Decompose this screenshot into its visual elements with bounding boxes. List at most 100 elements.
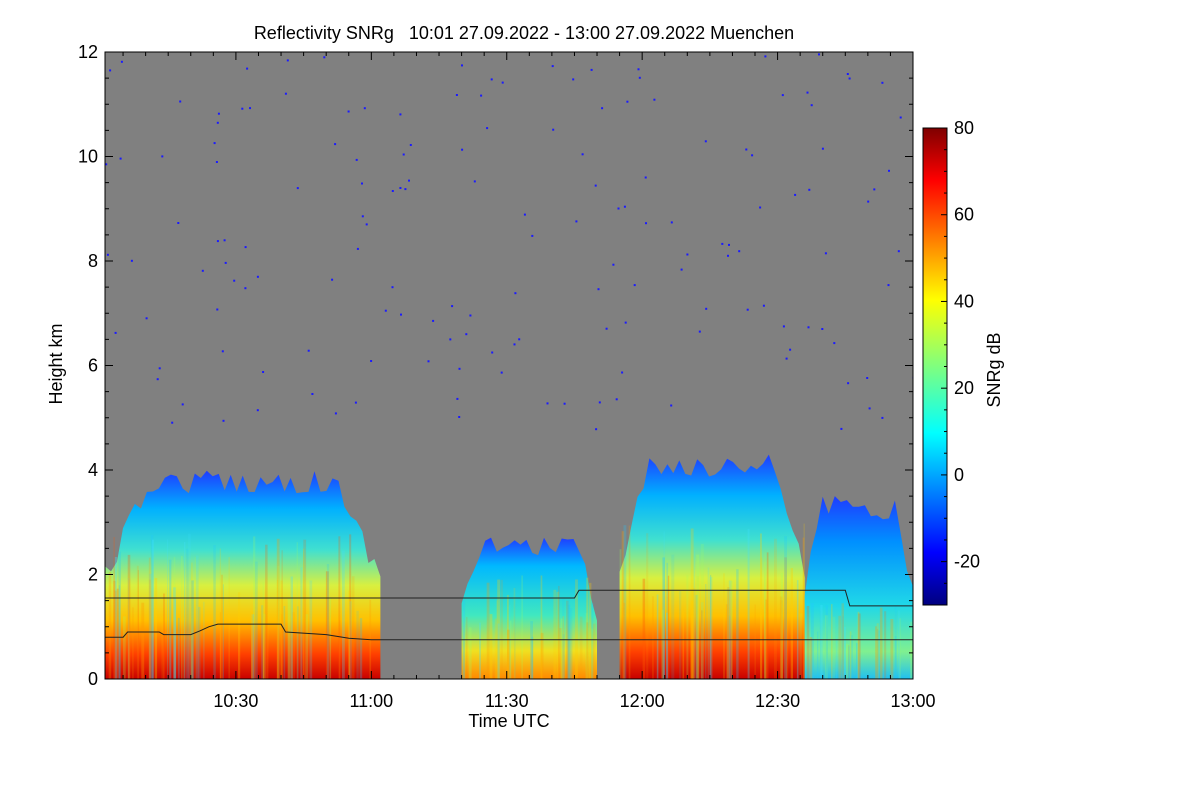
noise-speckle (847, 382, 850, 385)
noise-speckle (818, 53, 820, 56)
echo-streak (667, 575, 670, 679)
echo-streak (277, 565, 280, 679)
echo-streak (196, 555, 199, 679)
colorbar (922, 127, 948, 606)
noise-speckle (244, 246, 247, 249)
echo-streak (727, 587, 730, 679)
echo-streak (530, 621, 533, 679)
echo-streak (709, 576, 713, 679)
echo-streak (780, 572, 783, 679)
noise-speckle (461, 148, 464, 151)
echo-streak (591, 628, 594, 679)
noise-speckle (480, 94, 483, 97)
noise-speckle (461, 64, 463, 67)
echo-streak (696, 576, 699, 679)
noise-speckle (612, 263, 615, 266)
echo-streak (754, 604, 756, 679)
echo-streak (462, 610, 465, 679)
echo-streak (114, 590, 117, 679)
noise-speckle (605, 327, 608, 330)
echo-streak (184, 542, 186, 679)
echo-streak (562, 597, 565, 679)
x-tick-label: 13:00 (890, 691, 935, 711)
x-axis: 10:30 11:00 11:30 12:00 12:30 13:00 (122, 52, 936, 711)
noise-speckle (782, 325, 785, 328)
echo-streak (856, 642, 858, 679)
echo-streak (661, 609, 664, 679)
noise-speckle (201, 269, 204, 272)
echo-streak (701, 610, 703, 679)
noise-speckle (759, 206, 762, 209)
echo-streak (127, 554, 131, 679)
noise-speckle (161, 155, 164, 158)
noise-speckle (399, 187, 402, 189)
noise-speckle (391, 190, 394, 192)
echo-streak (619, 549, 622, 679)
y-tick-label: 10 (78, 147, 98, 167)
echo-region (619, 454, 805, 679)
noise-speckle (637, 68, 640, 71)
noise-speckle (633, 284, 636, 287)
echo-streak (562, 616, 564, 679)
echo-streak (593, 623, 596, 679)
echo-streak (513, 587, 516, 679)
echo-streak (280, 580, 283, 679)
echo-streak (586, 577, 589, 679)
noise-speckle (284, 92, 287, 95)
noise-speckle (391, 286, 394, 289)
noise-speckle (106, 253, 109, 256)
echo-streak (848, 644, 850, 679)
noise-speckle (249, 107, 251, 110)
noise-speckle (866, 377, 869, 379)
noise-speckle (807, 326, 810, 329)
noise-speckle (531, 234, 534, 237)
echo-streak (292, 612, 295, 679)
echo-streak (623, 602, 626, 679)
echo-streak (169, 559, 172, 679)
noise-speckle (262, 371, 265, 373)
noise-speckle (213, 142, 216, 145)
echo-streak (276, 580, 279, 679)
echo-streak (489, 614, 493, 679)
echo-streak (666, 562, 669, 679)
noise-speckle (130, 259, 133, 262)
x-tick-label: 12:30 (755, 691, 800, 711)
echo-streak (825, 605, 828, 679)
echo-streak (261, 605, 264, 679)
echo-streak (796, 580, 799, 679)
echo-streak (263, 613, 266, 679)
echo-streak (154, 578, 158, 679)
noise-speckle (307, 349, 310, 352)
echo-streak (877, 630, 880, 679)
noise-speckle (621, 371, 624, 374)
echo-streak (497, 623, 500, 679)
x-tick-label: 10:30 (213, 691, 258, 711)
noise-speckle (456, 397, 459, 400)
echo-streak (736, 569, 739, 679)
echo-streak (203, 601, 205, 679)
echo-streak (666, 612, 668, 679)
noise-speckle (402, 153, 405, 156)
noise-speckle (363, 107, 366, 110)
echo-streak (725, 604, 728, 679)
echo-streak (786, 597, 789, 679)
echo-streak (810, 603, 814, 679)
noise-speckle (323, 56, 326, 59)
echo-streak (707, 567, 710, 679)
noise-speckle (399, 113, 402, 116)
noise-speckle (296, 187, 299, 190)
noise-speckle (653, 98, 656, 101)
noise-speckle (806, 91, 809, 94)
noise-speckle (491, 351, 494, 354)
echo-streak (569, 608, 573, 679)
echo-streak (290, 576, 293, 679)
echo-streak (338, 536, 341, 679)
noise-speckle (311, 393, 314, 395)
echo-streak (351, 576, 355, 679)
noise-speckle (738, 250, 741, 253)
y-axis: 0 2 4 6 8 10 12 (78, 42, 913, 689)
noise-speckle (404, 188, 407, 191)
echo-streak (349, 534, 352, 679)
echo-streak (646, 533, 649, 679)
